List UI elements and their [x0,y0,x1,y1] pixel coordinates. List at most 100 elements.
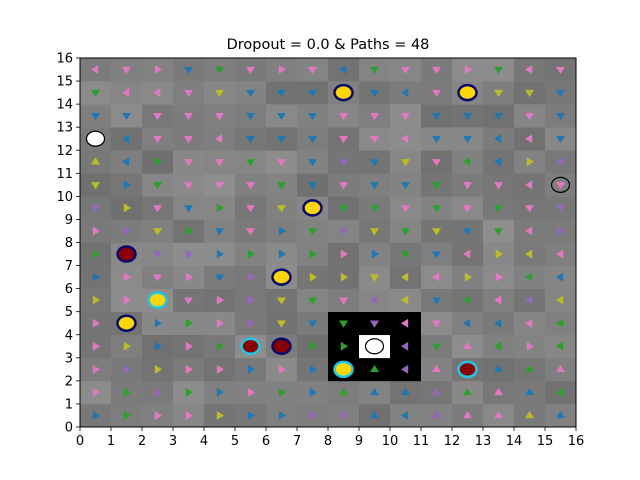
agent-marker [85,130,106,147]
policy-arrow [525,112,534,121]
policy-arrow [339,387,348,396]
x-tick-label: 3 [169,434,177,449]
y-tick-label: 10 [56,190,73,205]
policy-arrow [91,112,100,121]
policy-arrow [463,228,472,236]
policy-arrow [308,320,317,328]
policy-arrow [91,182,100,190]
wall-arrow [370,364,379,373]
policy-arrow [246,182,255,190]
policy-arrow [339,159,348,167]
policy-arrow [123,341,131,351]
policy-arrow [494,364,503,373]
policy-arrow [277,159,286,167]
policy-arrow [122,66,131,75]
policy-arrow [556,318,564,328]
policy-arrow [370,159,379,167]
policy-arrow [309,364,317,374]
policy-arrow [308,89,317,98]
policy-arrow [91,65,99,75]
policy-arrow [215,274,224,282]
policy-arrow [556,182,565,190]
policy-arrow [339,182,348,190]
agent-marker [364,338,385,355]
policy-arrow [123,295,131,305]
policy-arrow [525,205,534,213]
policy-arrow [308,136,317,144]
policy-arrow [92,318,100,328]
policy-arrow [309,272,317,282]
policy-arrow [526,341,534,351]
policy-arrow [494,157,502,167]
policy-arrow [370,274,379,282]
chart-title: Dropout = 0.0 & Paths = 48 [227,37,430,53]
policy-arrow [153,274,162,282]
policy-arrow [463,341,472,349]
policy-arrow [278,65,286,75]
policy-arrow [463,410,472,419]
policy-arrow [556,89,565,98]
policy-arrow [185,341,193,351]
y-tick-label: 3 [65,351,73,366]
agent-marker [457,360,478,379]
agent-marker [302,199,323,217]
y-tick-label: 11 [56,167,73,182]
policy-arrow [92,226,100,236]
policy-arrow [216,387,224,397]
policy-arrow [432,343,441,351]
policy-arrow [370,297,379,305]
policy-arrow [494,66,503,75]
policy-arrow [215,228,224,236]
policy-arrow [525,410,534,419]
policy-arrow [184,182,193,190]
policy-arrow [432,364,441,373]
policy-arrow [122,134,130,144]
policy-arrow [557,226,565,236]
policy-arrow [340,410,348,420]
policy-arrow [495,272,503,282]
policy-arrow [494,295,502,305]
policy-arrow [370,112,379,121]
x-tick-label: 4 [200,434,208,449]
wall-arrow [370,320,379,328]
policy-arrow [556,205,565,213]
policy-arrow [184,159,193,167]
agent-marker [333,360,354,379]
policy-arrow [401,66,410,75]
policy-arrow [277,320,286,328]
policy-arrow [339,65,347,75]
policy-arrow [92,341,100,351]
x-tick-label: 15 [537,434,554,449]
policy-arrow [185,318,193,328]
policy-arrow [247,295,255,305]
policy-arrow [556,66,565,75]
policy-arrow [401,182,410,190]
policy-arrow [339,205,348,213]
policy-arrow [464,65,472,75]
agent-marker [271,268,292,286]
policy-arrow [184,112,193,121]
policy-arrow [122,157,130,167]
policy-arrow [525,364,534,373]
policy-arrow [525,65,533,75]
policy-arrow [153,251,162,259]
policy-arrow [153,228,162,236]
policy-arrow [494,182,503,190]
policy-arrow [123,180,131,190]
agent-marker [333,83,354,102]
policy-arrow [278,226,286,236]
policy-arrow [494,410,503,419]
policy-arrow [401,134,409,144]
policy-arrow [401,205,410,213]
policy-arrow [401,410,409,420]
policy-arrow [215,182,224,190]
policy-arrow [184,89,193,98]
policy-arrow [371,249,379,259]
policy-arrow [122,112,131,121]
policy-arrow [525,249,533,259]
policy-arrow [432,272,440,282]
policy-arrow [246,228,255,236]
policy-arrow [463,249,471,259]
policy-arrow [184,205,193,213]
